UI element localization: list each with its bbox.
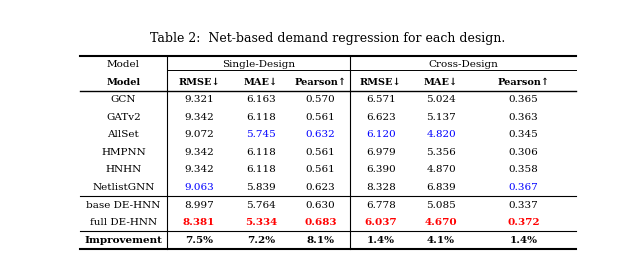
Text: full DE-HNN: full DE-HNN [90, 218, 157, 227]
Text: 6.571: 6.571 [366, 95, 396, 104]
Text: 6.163: 6.163 [246, 95, 276, 104]
Text: 0.570: 0.570 [306, 95, 335, 104]
Text: 0.630: 0.630 [306, 200, 335, 210]
Text: Pearson↑: Pearson↑ [497, 78, 549, 87]
Text: 0.306: 0.306 [509, 148, 538, 157]
Text: 1.4%: 1.4% [367, 236, 395, 245]
Text: 5.085: 5.085 [426, 200, 456, 210]
Text: 0.623: 0.623 [306, 183, 335, 192]
Text: 4.870: 4.870 [426, 165, 456, 174]
Text: GATv2: GATv2 [106, 113, 141, 122]
Text: 0.683: 0.683 [304, 218, 337, 227]
Text: 4.1%: 4.1% [427, 236, 455, 245]
Text: 0.363: 0.363 [509, 113, 538, 122]
Text: 0.365: 0.365 [509, 95, 538, 104]
Text: Table 2:  Net-based demand regression for each design.: Table 2: Net-based demand regression for… [150, 32, 506, 45]
Text: Cross-Design: Cross-Design [428, 60, 498, 69]
Text: 6.118: 6.118 [246, 148, 276, 157]
Text: 9.063: 9.063 [184, 183, 214, 192]
Text: Model: Model [106, 78, 140, 87]
Text: 6.037: 6.037 [365, 218, 397, 227]
Text: 7.2%: 7.2% [247, 236, 275, 245]
Text: 5.024: 5.024 [426, 95, 456, 104]
Text: 0.561: 0.561 [306, 113, 335, 122]
Text: 6.118: 6.118 [246, 165, 276, 174]
Text: 5.745: 5.745 [246, 130, 276, 139]
Text: base DE-HNN: base DE-HNN [86, 200, 161, 210]
Text: HNHN: HNHN [105, 165, 141, 174]
Text: 0.561: 0.561 [306, 148, 335, 157]
Text: 7.5%: 7.5% [185, 236, 213, 245]
Text: 8.381: 8.381 [183, 218, 215, 227]
Text: RMSE↓: RMSE↓ [360, 78, 402, 87]
Text: 5.334: 5.334 [245, 218, 277, 227]
Text: 0.337: 0.337 [509, 200, 538, 210]
Text: RMSE↓: RMSE↓ [178, 78, 220, 87]
Text: 9.321: 9.321 [184, 95, 214, 104]
Text: 5.137: 5.137 [426, 113, 456, 122]
Text: 6.979: 6.979 [366, 148, 396, 157]
Text: 0.561: 0.561 [306, 165, 335, 174]
Text: 6.623: 6.623 [366, 113, 396, 122]
Text: 9.342: 9.342 [184, 165, 214, 174]
Text: HMPNN: HMPNN [101, 148, 146, 157]
Text: 6.390: 6.390 [366, 165, 396, 174]
Text: NetlistGNN: NetlistGNN [92, 183, 155, 192]
Text: 6.120: 6.120 [366, 130, 396, 139]
Text: MAE↓: MAE↓ [244, 78, 278, 87]
Text: MAE↓: MAE↓ [424, 78, 458, 87]
Text: 9.342: 9.342 [184, 113, 214, 122]
Text: 6.778: 6.778 [366, 200, 396, 210]
Text: 6.118: 6.118 [246, 113, 276, 122]
Text: Improvement: Improvement [84, 236, 163, 245]
Text: 0.372: 0.372 [507, 218, 540, 227]
Text: 8.1%: 8.1% [307, 236, 335, 245]
Text: Pearson↑: Pearson↑ [294, 78, 347, 87]
Text: Model: Model [107, 60, 140, 69]
Text: 0.632: 0.632 [306, 130, 335, 139]
Text: 8.997: 8.997 [184, 200, 214, 210]
Text: Single-Design: Single-Design [222, 60, 295, 69]
Text: 9.072: 9.072 [184, 130, 214, 139]
Text: 5.356: 5.356 [426, 148, 456, 157]
Text: 0.345: 0.345 [509, 130, 538, 139]
Text: 5.839: 5.839 [246, 183, 276, 192]
Text: 6.839: 6.839 [426, 183, 456, 192]
Text: 4.820: 4.820 [426, 130, 456, 139]
Text: 8.328: 8.328 [366, 183, 396, 192]
Text: AllSet: AllSet [108, 130, 140, 139]
Text: 1.4%: 1.4% [509, 236, 538, 245]
Text: 9.342: 9.342 [184, 148, 214, 157]
Text: 4.670: 4.670 [425, 218, 458, 227]
Text: 5.764: 5.764 [246, 200, 276, 210]
Text: 0.367: 0.367 [509, 183, 538, 192]
Text: GCN: GCN [111, 95, 136, 104]
Text: 0.358: 0.358 [509, 165, 538, 174]
